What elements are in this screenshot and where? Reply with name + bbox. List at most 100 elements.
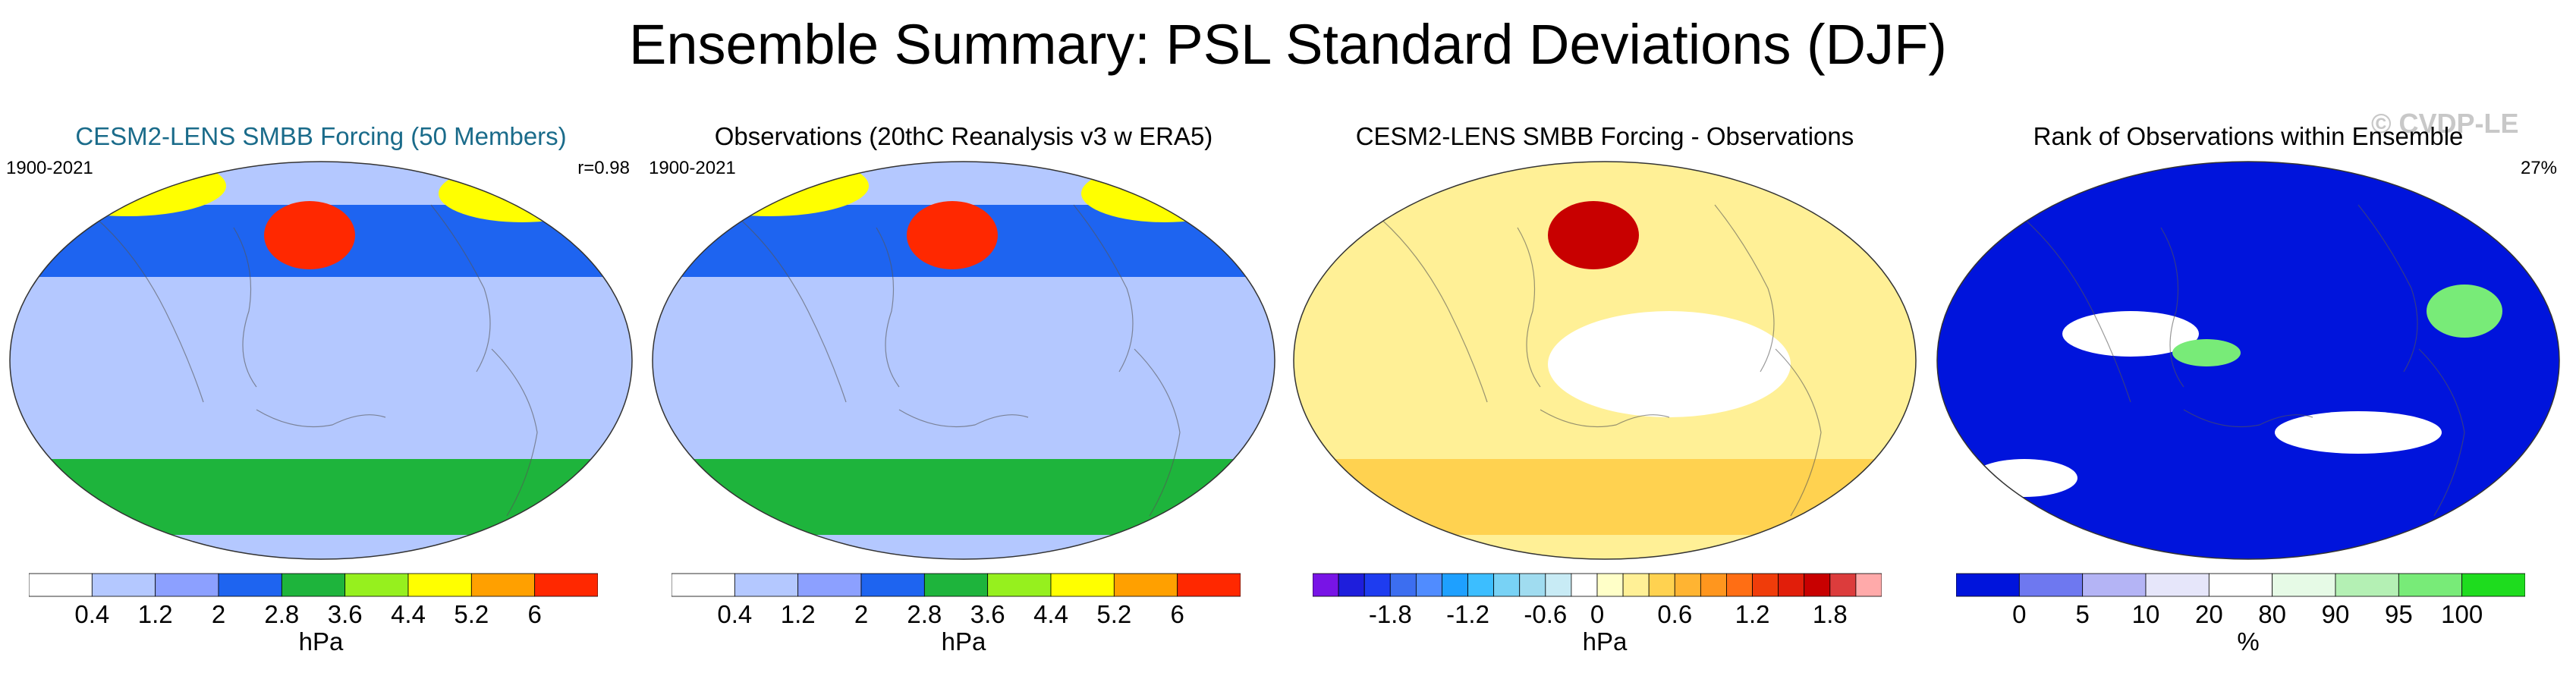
coastline	[430, 204, 491, 373]
colorbar-bin	[1571, 573, 1598, 597]
map-plot	[1293, 161, 1917, 560]
colorbar-bin	[155, 573, 219, 597]
colorbar-tick-label: -1.8	[1368, 600, 1412, 628]
colorbar-tick-label: 6	[1170, 600, 1184, 628]
colorbar-bin	[1389, 573, 1417, 597]
coastline	[1373, 212, 1488, 403]
coastline	[256, 409, 386, 428]
colorbar-tick-label: -1.2	[1446, 600, 1489, 628]
colorbar-tick-label: 0	[2012, 600, 2027, 628]
colorbar-tick-label: 1.8	[1812, 600, 1848, 628]
colorbar-tick-label: 80	[2258, 600, 2287, 628]
figure-title: Ensemble Summary: PSL Standard Deviation…	[629, 13, 1947, 76]
map-outline	[1293, 161, 1917, 560]
colorbar-tick-label: 10	[2131, 600, 2160, 628]
map-field	[1937, 162, 2559, 559]
colorbar-bin	[1338, 573, 1365, 597]
coastline	[1073, 204, 1134, 373]
colorbar	[1313, 573, 1882, 597]
map-plot	[652, 161, 1275, 560]
coastline	[2160, 227, 2184, 388]
coastlines	[1373, 204, 1822, 517]
colorbar-bin	[1648, 573, 1675, 597]
stat-label: r=0.98	[577, 158, 630, 178]
colorbar-bin	[91, 573, 156, 597]
region-tropics-subtropics	[653, 273, 1275, 448]
colorbar-units: hPa	[1582, 627, 1628, 656]
colorbar-ticks: -1.8 -1.2 -0.6 0 0.6 1.2 1.8	[1313, 601, 1882, 631]
colorbar-bin	[1467, 573, 1495, 597]
colorbar-bin	[1726, 573, 1753, 597]
colorbar-bin	[1363, 573, 1391, 597]
region-southern-ocean	[653, 459, 1275, 535]
colorbar-ticks: 0 5 10 20 80 90 95 100	[1956, 601, 2525, 631]
region-north-pacific	[907, 201, 998, 269]
coastlines	[89, 204, 538, 517]
colorbar-bin	[1415, 573, 1442, 597]
colorbar-bin	[1855, 573, 1882, 597]
colorbar-tick-label: 3.6	[970, 600, 1005, 628]
colorbar-bin	[1313, 573, 1339, 597]
colorbar-tick-label: 2.8	[907, 600, 942, 628]
watermark: © CVDP-LE	[2371, 108, 2519, 139]
colorbar-tick-label: 95	[2384, 600, 2413, 628]
region-north-pacific	[264, 201, 355, 269]
region-scattered-white-patches	[2062, 311, 2199, 357]
colorbar-bin	[1113, 573, 1178, 597]
coastline	[1714, 204, 1775, 373]
stat-label: 27%	[2520, 158, 2557, 178]
colorbar	[29, 573, 598, 597]
colorbar	[672, 573, 1241, 597]
colorbar-bin	[218, 573, 282, 597]
colorbar	[1956, 573, 2525, 597]
coastline	[2357, 204, 2418, 373]
colorbar-bin	[534, 573, 598, 597]
coastline	[1775, 348, 1822, 517]
colorbar-tick-label: 3.6	[327, 600, 363, 628]
panel-title: Observations (20thC Reanalysis v3 w ERA5…	[714, 122, 1213, 150]
coastlines	[2016, 204, 2465, 517]
map-plot	[9, 161, 633, 560]
colorbar-bin	[2335, 573, 2399, 597]
colorbar-bin	[407, 573, 472, 597]
colorbar-tick-label: 1.2	[780, 600, 816, 628]
coastline	[1517, 227, 1541, 388]
colorbar-bin	[2018, 573, 2084, 597]
region-scattered-white-patches	[2275, 411, 2442, 454]
colorbar-units: hPa	[298, 627, 344, 656]
colorbar-bin	[923, 573, 989, 597]
colorbar-tick-label: 2	[211, 600, 226, 628]
map-outline	[652, 161, 1275, 560]
coastline	[876, 227, 900, 388]
region-green-patches	[2427, 285, 2502, 338]
colorbar-tick-label: 6	[527, 600, 542, 628]
colorbar-bin	[2208, 573, 2273, 597]
colorbar-bin	[1622, 573, 1650, 597]
colorbar-bin	[797, 573, 862, 597]
map-outline	[9, 161, 633, 560]
colorbar-bin	[1829, 573, 1857, 597]
colorbar-bin	[1700, 573, 1727, 597]
colorbar-bin	[2082, 573, 2147, 597]
colorbar-tick-label: 4.4	[391, 600, 426, 628]
colorbar-bin	[1545, 573, 1572, 597]
colorbar-bin	[344, 573, 409, 597]
colorbar-bin	[672, 573, 735, 597]
colorbar-tick-label: 5.2	[1096, 600, 1132, 628]
colorbar-bin	[1752, 573, 1779, 597]
colorbar-bin	[1050, 573, 1115, 597]
colorbar-ticks: 0.4 1.2 2 2.8 3.6 4.4 5.2 6	[672, 601, 1241, 631]
colorbar-tick-label: 5.2	[454, 600, 489, 628]
panel-title: CESM2-LENS SMBB Forcing - Observations	[1355, 122, 1854, 150]
colorbar-tick-label: 1.2	[137, 600, 173, 628]
region-north-atlantic-arctic	[439, 165, 605, 222]
colorbar-bin	[1177, 573, 1241, 597]
coastline	[89, 212, 204, 403]
colorbar-tick-label: 1.2	[1735, 600, 1770, 628]
colorbar-tick-label: 0.4	[74, 600, 110, 628]
colorbar-bin	[281, 573, 346, 597]
coastline	[1540, 409, 1670, 428]
colorbar-tick-label: 0.6	[1657, 600, 1693, 628]
panel-title: Rank of Observations within Ensemble	[2033, 122, 2464, 150]
coastline	[2183, 409, 2313, 428]
